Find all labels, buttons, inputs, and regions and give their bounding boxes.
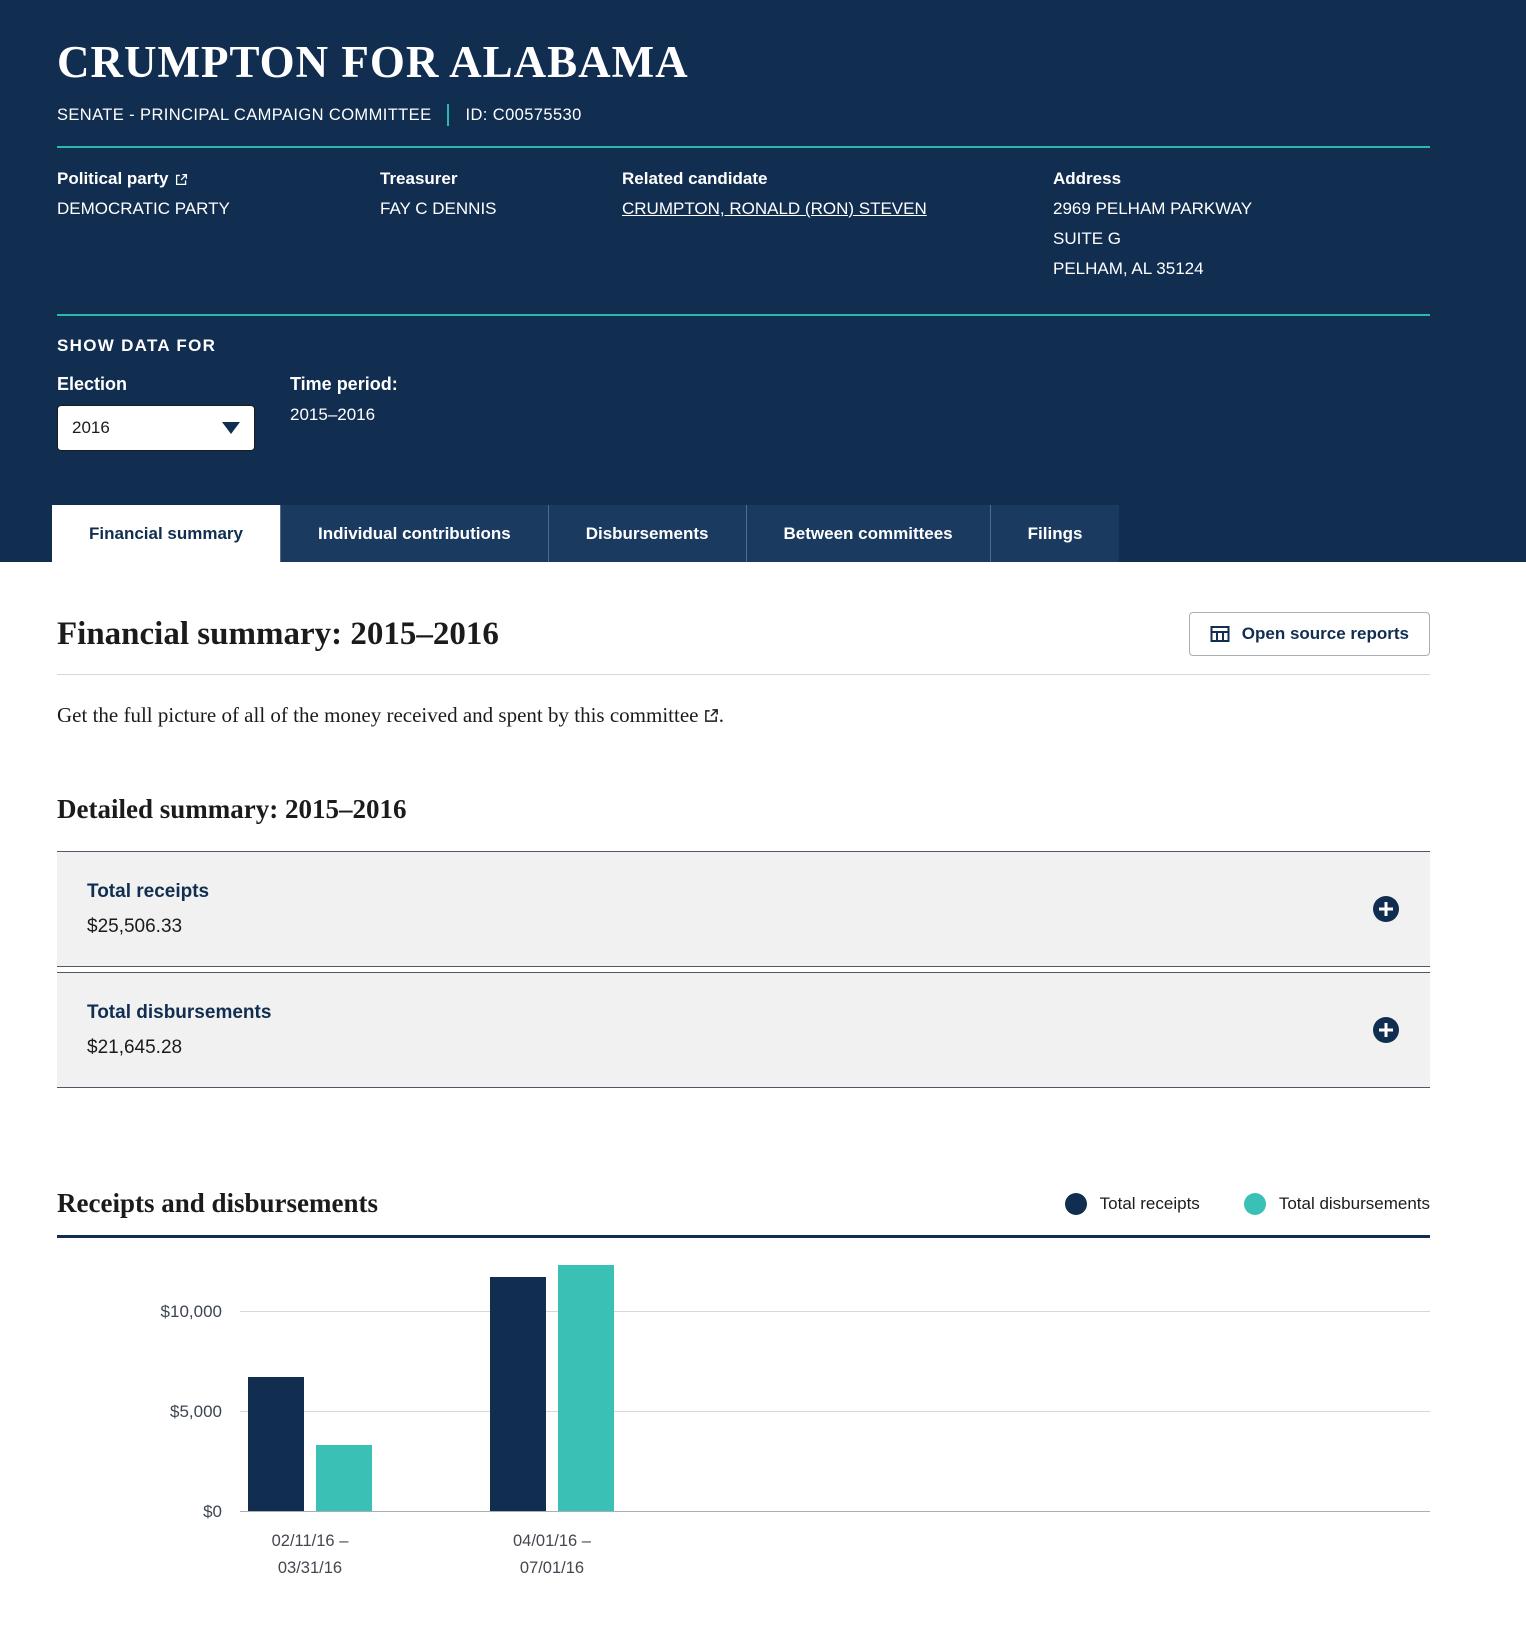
detailed-summary-accordions: Total receipts $25,506.33 Total disburse… — [57, 851, 1430, 1088]
chevron-down-icon — [222, 422, 240, 434]
address-line-3: PELHAM, AL 35124 — [1053, 259, 1204, 278]
bar-total-disbursements-period-1 — [316, 1445, 372, 1511]
committee-name: CRUMPTON FOR ALABAMA — [57, 37, 689, 87]
chart-divider — [57, 1235, 1430, 1238]
political-party-value: DEMOCRATIC PARTY — [57, 199, 230, 218]
legend-item-total-disbursements: Total disbursements — [1243, 1192, 1430, 1215]
total-receipts-accordion[interactable]: Total receipts $25,506.33 — [57, 851, 1430, 967]
page-title: Financial summary: 2015–2016 — [57, 615, 499, 652]
time-period-value: 2015–2016 — [290, 405, 376, 424]
total-disbursements-label: Total disbursements — [87, 1001, 272, 1023]
bar-total-disbursements-period-2 — [558, 1265, 614, 1511]
subtitle-divider — [447, 104, 450, 126]
election-label: Election — [57, 374, 128, 394]
related-candidate-link[interactable]: CRUMPTON, RONALD (RON) STEVEN — [622, 199, 927, 218]
x-tick-label: 04/01/16 – 07/01/16 — [513, 1532, 591, 1577]
gridline-5000 — [240, 1411, 1430, 1412]
y-tick-label: $5,000 — [170, 1402, 222, 1421]
related-candidate-field: Related candidate CRUMPTON, RONALD (RON)… — [622, 164, 1053, 284]
title-divider — [57, 674, 1430, 675]
y-tick-label: $10,000 — [160, 1302, 222, 1321]
election-selected-value: 2016 — [72, 418, 110, 437]
chart-title: Receipts and disbursements — [57, 1188, 379, 1218]
time-period-filter: Time period: 2015–2016 — [290, 374, 398, 451]
x-tick-label: 02/11/16 – 03/31/16 — [271, 1532, 349, 1577]
main-content: Financial summary: 2015–2016 Open source… — [0, 612, 1526, 1590]
committee-header: CRUMPTON FOR ALABAMA SENATE - PRINCIPAL … — [0, 0, 1526, 562]
election-select[interactable]: 2016 — [57, 405, 255, 451]
tab-financial-summary[interactable]: Financial summary — [52, 505, 281, 562]
disbursements-legend-label: Total disbursements — [1278, 1193, 1430, 1213]
related-candidate-label: Related candidate — [622, 169, 768, 188]
political-party-label: Political party — [57, 169, 169, 188]
tab-filings[interactable]: Filings — [989, 505, 1120, 562]
gridline-10000 — [240, 1311, 1430, 1312]
receipts-legend-label: Total receipts — [1099, 1193, 1200, 1213]
glossary-external-link-icon[interactable] — [704, 708, 719, 723]
intro-text: Get the full picture of all of the money… — [57, 703, 1430, 728]
treasurer-value: FAY C DENNIS — [380, 199, 497, 218]
plus-icon — [1372, 1016, 1400, 1044]
show-data-section: SHOW DATA FOR Election 2016 Time period:… — [57, 316, 1430, 451]
bar-total-receipts-period-1 — [248, 1377, 304, 1511]
intro-sentence: Get the full picture of all of the money… — [57, 703, 699, 727]
legend-item-total-receipts: Total receipts — [1064, 1192, 1200, 1215]
open-source-reports-label: Open source reports — [1241, 624, 1409, 643]
table-icon — [1210, 624, 1230, 644]
political-party-field: Political party DEMOCRATIC PARTY — [57, 164, 380, 284]
disbursements-legend-dot — [1243, 1192, 1266, 1215]
total-receipts-label: Total receipts — [87, 880, 210, 902]
expand-total-receipts-button[interactable] — [1372, 895, 1400, 923]
committee-info: Political party DEMOCRATIC PARTY Treasur… — [57, 148, 1430, 314]
tab-between-committees[interactable]: Between committees — [745, 505, 990, 562]
time-period-label: Time period: — [290, 374, 398, 394]
treasurer-field: Treasurer FAY C DENNIS — [380, 164, 622, 284]
bar-total-receipts-period-2 — [490, 1277, 546, 1511]
header-rule-top — [57, 146, 1430, 148]
gridline-0 — [240, 1511, 1430, 1512]
expand-total-disbursements-button[interactable] — [1372, 1016, 1400, 1044]
receipts-legend-dot — [1064, 1192, 1087, 1215]
election-filter: Election 2016 — [57, 374, 290, 451]
address-line-1: 2969 PELHAM PARKWAY — [1053, 199, 1253, 218]
tab-disbursements[interactable]: Disbursements — [547, 505, 746, 562]
chart-plot-area: $0 $5,000 $10,000 02/11/16 – 03/31/16 04/01/… — [161, 1260, 1430, 1577]
total-disbursements-accordion[interactable]: Total disbursements $21,645.28 — [57, 972, 1430, 1088]
total-receipts-value: $25,506.33 — [87, 915, 183, 937]
address-line-2: SUITE G — [1053, 229, 1122, 248]
detailed-summary-title: Detailed summary: 2015–2016 — [57, 794, 407, 824]
section-tabs: Financial summary Individual contributio… — [52, 505, 1526, 562]
show-data-heading: SHOW DATA FOR — [57, 336, 217, 355]
y-tick-label: $0 — [203, 1502, 222, 1521]
committee-id: ID: C00575530 — [465, 105, 582, 124]
header-rule-bottom — [57, 314, 1430, 316]
committee-subtitle: SENATE - PRINCIPAL CAMPAIGN COMMITTEE ID… — [57, 104, 1430, 126]
open-source-reports-button[interactable]: Open source reports — [1188, 612, 1430, 656]
treasurer-label: Treasurer — [380, 169, 458, 188]
total-disbursements-value: $21,645.28 — [87, 1036, 183, 1058]
plus-icon — [1372, 895, 1400, 923]
receipts-disbursements-chart: $0 $5,000 $10,000 02/11/16 – 03/31/16 04/01/… — [57, 1260, 1430, 1590]
chart-legend: Total receipts Total disbursements — [1064, 1192, 1430, 1215]
intro-period: . — [718, 703, 724, 727]
committee-type: SENATE - PRINCIPAL CAMPAIGN COMMITTEE — [57, 105, 432, 124]
glossary-external-link-icon[interactable] — [175, 173, 188, 186]
address-label: Address — [1053, 169, 1122, 188]
tab-individual-contributions[interactable]: Individual contributions — [280, 505, 548, 562]
address-field: Address 2969 PELHAM PARKWAY SUITE G PELH… — [1053, 164, 1430, 284]
